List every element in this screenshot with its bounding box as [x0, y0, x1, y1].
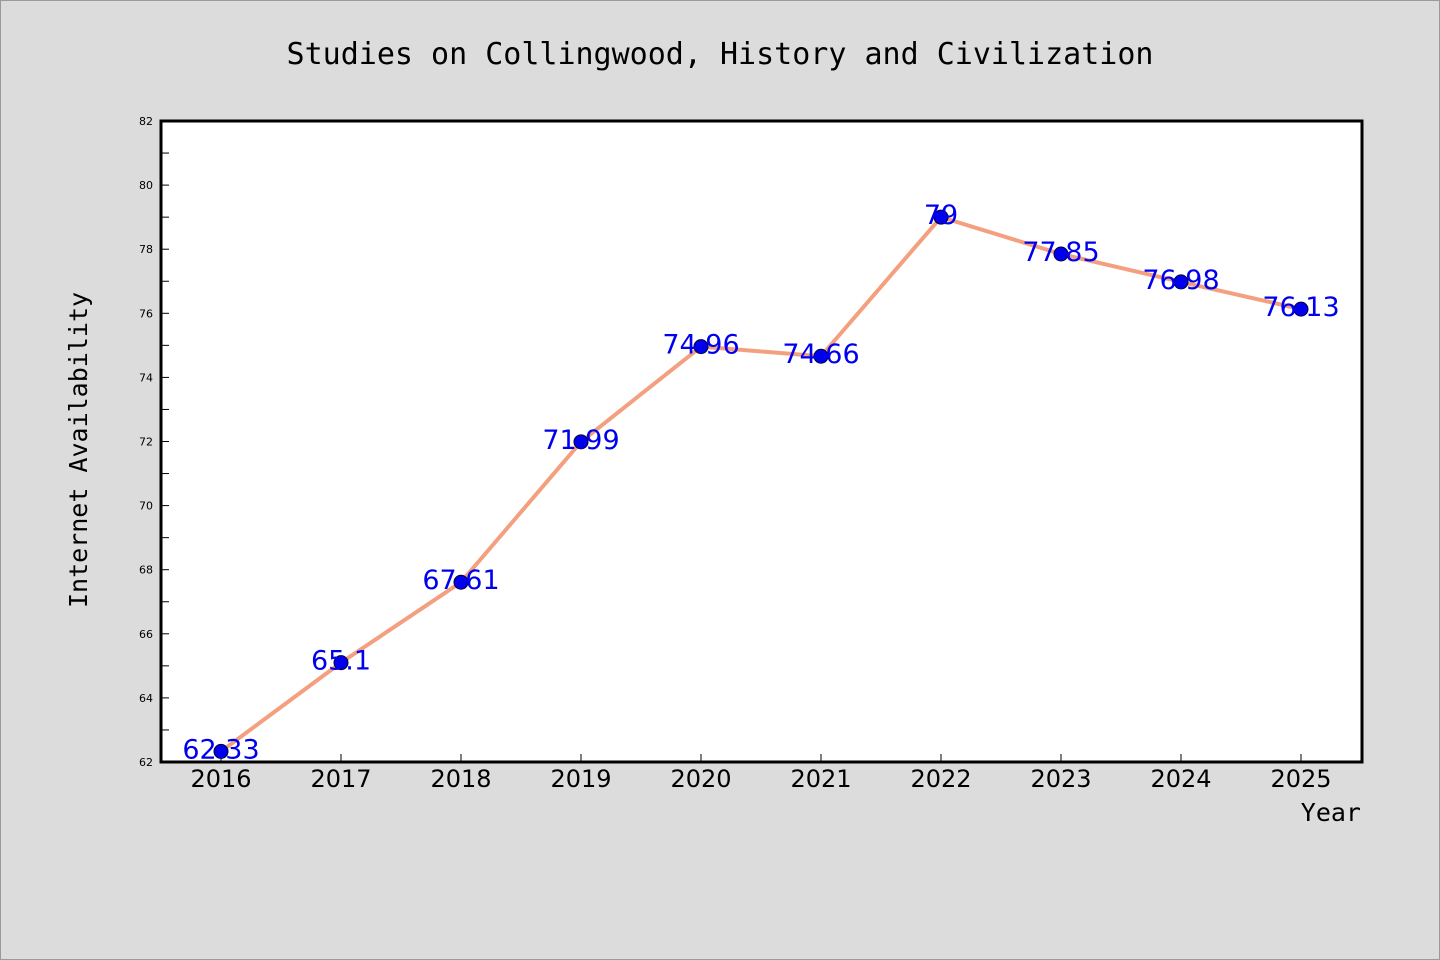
y-tick-label: 80: [139, 179, 153, 192]
y-tick-label: 68: [139, 564, 153, 577]
y-tick-label: 66: [139, 628, 153, 641]
data-point: [813, 348, 829, 364]
y-axis-label: Internet Availability: [64, 292, 93, 608]
data-label: 76.13: [1262, 292, 1339, 323]
y-axis-ticks: 62 64 66 68 70 72 74 76 78 80 82: [139, 115, 169, 769]
y-tick-label: 72: [139, 436, 153, 449]
data-point: [333, 655, 349, 671]
data-label: 74.96: [662, 330, 739, 361]
y-tick-label: 76: [139, 307, 153, 320]
data-label: 71.99: [542, 425, 619, 456]
data-label: 65.1: [311, 646, 371, 677]
data-point: [933, 209, 949, 225]
data-label: 74.66: [782, 339, 859, 370]
data-label: 62.33: [182, 734, 259, 765]
y-tick-label: 82: [139, 115, 153, 128]
chart-title: Studies on Collingwood, History and Civi…: [287, 37, 1154, 72]
x-tick-label: 2024: [1150, 765, 1211, 793]
x-tick-label: 2019: [550, 765, 611, 793]
y-tick-label: 78: [139, 243, 153, 256]
x-axis-label: Year: [1301, 798, 1361, 827]
x-tick-label: 2018: [430, 765, 491, 793]
x-tick-label: 2017: [310, 765, 371, 793]
data-point: [1293, 301, 1309, 317]
data-label: 79: [924, 200, 958, 231]
data-point: [1173, 274, 1189, 290]
x-tick-label: 2021: [790, 765, 851, 793]
data-point: [1053, 246, 1069, 262]
x-tick-label: 2016: [190, 765, 251, 793]
y-tick-label: 62: [139, 756, 153, 769]
x-axis-ticks: 2016 2017 2018 2019 2020 2021 2022 2023 2024 2025: [190, 754, 1332, 793]
y-tick-label: 70: [139, 500, 153, 513]
data-point: [213, 743, 229, 759]
data-label: 67.61: [422, 565, 499, 596]
data-label: 77.85: [1022, 237, 1099, 268]
x-tick-label: 2023: [1030, 765, 1091, 793]
y-tick-label: 74: [139, 371, 153, 384]
y-tick-label: 64: [139, 692, 153, 705]
data-point: [453, 574, 469, 590]
series-line: [219, 215, 1302, 754]
data-points: [213, 209, 1309, 759]
data-label: 76.98: [1142, 265, 1219, 296]
x-tick-label: 2020: [670, 765, 731, 793]
x-tick-label: 2025: [1270, 765, 1331, 793]
plot-area: [159, 119, 1364, 764]
data-point: [573, 434, 589, 450]
data-labels: 62.33 65.1 67.61 71.99 74.96 74.66 79 77.85 76.9…: [182, 200, 1339, 765]
x-tick-label: 2022: [910, 765, 971, 793]
data-point: [693, 339, 709, 355]
